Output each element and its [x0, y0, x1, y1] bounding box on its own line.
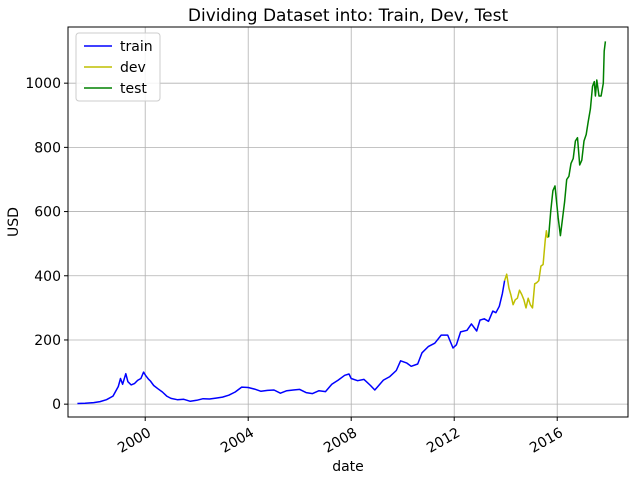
y-tick-label: 800	[34, 140, 61, 156]
legend-label-test: test	[120, 81, 147, 97]
chart-title: Dividing Dataset into: Train, Dev, Test	[188, 6, 509, 26]
y-axis-label: USD	[6, 207, 22, 237]
y-tick-label: 400	[34, 269, 61, 285]
legend-label-dev: dev	[120, 60, 146, 76]
legend-box	[75, 32, 161, 102]
y-tick-label: 200	[34, 333, 61, 349]
y-tick-label: 0	[52, 397, 61, 413]
series-line-dev	[503, 230, 549, 309]
legend-label-train: train	[120, 39, 153, 55]
x-tick-label: 2004	[218, 425, 257, 457]
grid	[68, 27, 628, 417]
x-tick-label: 2008	[321, 425, 360, 457]
series-line-test	[547, 41, 607, 238]
y-tick-label: 1000	[25, 76, 61, 92]
x-tick-label: 2000	[115, 425, 154, 457]
x-tick-label: 2016	[527, 425, 566, 457]
series-line-train	[77, 280, 506, 405]
legend: train dev test	[75, 32, 161, 102]
plot-frame	[67, 26, 629, 418]
x-tick-label: 2012	[424, 425, 463, 457]
series-lines	[77, 41, 607, 405]
y-tick-label: 600	[34, 205, 61, 221]
x-axis-label: date	[332, 459, 364, 475]
